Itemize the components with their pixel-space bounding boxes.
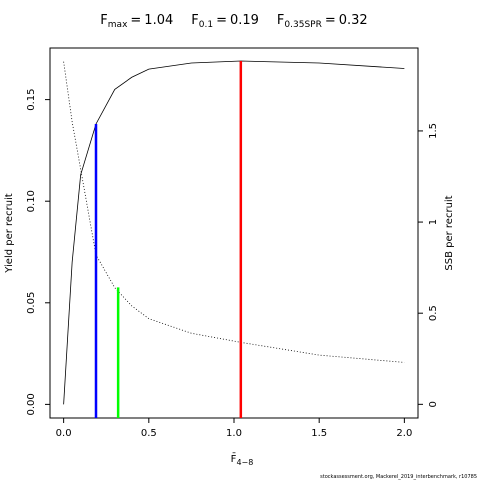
x-label-main: F̄ [231, 452, 237, 465]
series-line [63, 61, 405, 363]
x-tick-label: 2.0 [396, 428, 412, 439]
title-f: F [277, 13, 284, 28]
y-tick-label: 0.10 [26, 190, 37, 212]
chart-title: Fmax = 1.04 F0.1 = 0.19 F0.35SPR = 0.32 [100, 13, 367, 30]
y2-tick-label: 1 [428, 219, 439, 225]
series-line [63, 60, 405, 405]
title-eq: = [216, 13, 227, 28]
plot-frame [49, 47, 419, 419]
x-axis-label: F̄4−8 [231, 452, 254, 467]
y-tick-label: 0.15 [26, 88, 37, 110]
x-tick-label: 1.5 [311, 428, 327, 439]
title-eq: = [325, 13, 336, 28]
x-tick-label: 1.0 [226, 428, 242, 439]
x-tick-label: 0.0 [56, 428, 72, 439]
x-label-sub: 4−8 [236, 458, 253, 467]
title-sub: 0.1 [199, 20, 213, 30]
title-eq: = [130, 13, 141, 28]
y-tick-label: 0.00 [26, 393, 37, 415]
title-value: 0.19 [230, 13, 259, 28]
y2-tick-label: 1.5 [428, 123, 439, 139]
y2-axis-label: SSB per recruit [444, 195, 455, 270]
title-f: F [191, 13, 198, 28]
x-tick-label: 0.5 [141, 428, 157, 439]
y2-tick-label: 0.5 [428, 305, 439, 321]
footer: stockassessment.org, Mackerel_2019_inter… [320, 474, 477, 480]
y-tick-label: 0.05 [26, 292, 37, 314]
title-value: 0.32 [339, 13, 368, 28]
y2-tick-label: 0 [428, 401, 439, 407]
y-axis-label: Yield per recruit [4, 193, 15, 274]
title-value: 1.04 [144, 13, 173, 28]
title-f: F [100, 13, 107, 28]
title-sub: max [108, 20, 128, 30]
title-sub: 0.35SPR [284, 20, 321, 30]
